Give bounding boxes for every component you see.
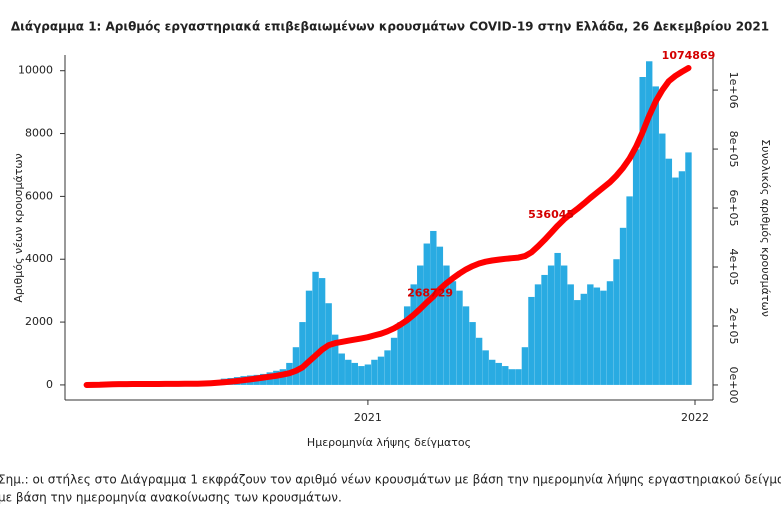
- bar: [547, 265, 555, 385]
- bar: [430, 230, 437, 385]
- x-tick-label: 2021: [354, 411, 382, 424]
- bar: [613, 259, 620, 385]
- bar: [659, 133, 666, 385]
- bar: [554, 252, 561, 385]
- y-tick-label: 2000: [25, 315, 53, 328]
- y2-axis-label: Συνολικός αριθμός κρουσμάτων: [759, 139, 772, 317]
- annotation: 268729: [407, 287, 453, 300]
- y-tick-label: 6000: [25, 189, 53, 202]
- x-axis-label: Ημερομηνία λήψης δείγματος: [307, 436, 471, 449]
- bar: [580, 293, 587, 385]
- bar: [331, 334, 339, 385]
- bar: [495, 362, 502, 385]
- bar: [665, 158, 673, 385]
- bar: [364, 364, 372, 385]
- bar: [403, 306, 411, 385]
- bar: [475, 337, 483, 385]
- bar: [462, 306, 470, 385]
- bar: [384, 350, 391, 385]
- bar: [390, 337, 398, 385]
- bar: [639, 76, 646, 385]
- bar: [632, 149, 640, 385]
- y-axis-label: Αριθμός νέων κρουσμάτων: [12, 153, 25, 302]
- bar: [541, 274, 548, 385]
- bar: [534, 284, 542, 385]
- footnote: με βάση την ημερομηνία ανακοίνωσης των κ…: [0, 491, 342, 505]
- bar: [646, 61, 653, 385]
- bar: [600, 290, 607, 385]
- annotation: 536045: [528, 208, 574, 221]
- bar: [469, 322, 476, 385]
- bar: [436, 246, 444, 385]
- bar: [502, 366, 509, 385]
- bar: [678, 171, 686, 385]
- bar: [528, 296, 535, 385]
- bar: [574, 300, 581, 385]
- bar: [417, 265, 424, 385]
- bar: [482, 350, 489, 385]
- y2-tick-label: 0e+00: [727, 366, 740, 403]
- bar: [345, 359, 352, 385]
- bar: [456, 290, 463, 385]
- bar: [593, 287, 601, 385]
- y-tick-label: 10000: [18, 64, 53, 77]
- bar: [299, 322, 306, 385]
- bar: [685, 152, 692, 385]
- y-tick-label: 4000: [25, 252, 53, 265]
- y2-tick-label: 2e+05: [727, 307, 740, 344]
- footnote: Σημ.: οι στήλες στο Διάγραμμα 1 εκφράζου…: [0, 473, 781, 487]
- y-tick-label: 8000: [25, 127, 53, 140]
- y2-tick-label: 6e+05: [727, 190, 740, 227]
- bar: [672, 177, 679, 385]
- cumulative-line: [83, 65, 692, 388]
- bar: [489, 359, 496, 385]
- bar: [587, 284, 594, 385]
- bar: [397, 322, 404, 385]
- bar: [560, 265, 568, 385]
- bar: [371, 359, 378, 385]
- bar: [377, 356, 385, 385]
- bar: [312, 271, 319, 385]
- bar: [292, 347, 300, 385]
- bar: [305, 290, 313, 385]
- chart-title: Διάγραμμα 1: Αριθμός εργαστηριακά επιβεβ…: [11, 20, 769, 34]
- bar: [449, 281, 457, 385]
- bar: [338, 353, 345, 385]
- bar: [443, 265, 450, 385]
- bar: [318, 278, 326, 385]
- x-tick-label: 2022: [681, 411, 709, 424]
- bar: [410, 284, 417, 385]
- y2-tick-label: 4e+05: [727, 249, 740, 286]
- bar: [567, 284, 574, 385]
- bar: [515, 369, 522, 385]
- bar: [351, 362, 359, 385]
- annotation: 1074869: [662, 49, 716, 62]
- bar: [652, 86, 659, 385]
- bar: [423, 243, 430, 385]
- bar: [521, 347, 529, 385]
- bar: [508, 369, 516, 385]
- bar: [358, 366, 365, 385]
- y2-tick-label: 1e+06: [727, 72, 740, 109]
- bar: [619, 227, 627, 385]
- y-tick-label: 0: [46, 378, 53, 391]
- bar: [626, 196, 633, 385]
- bar: [606, 281, 614, 385]
- y2-tick-label: 8e+05: [727, 131, 740, 168]
